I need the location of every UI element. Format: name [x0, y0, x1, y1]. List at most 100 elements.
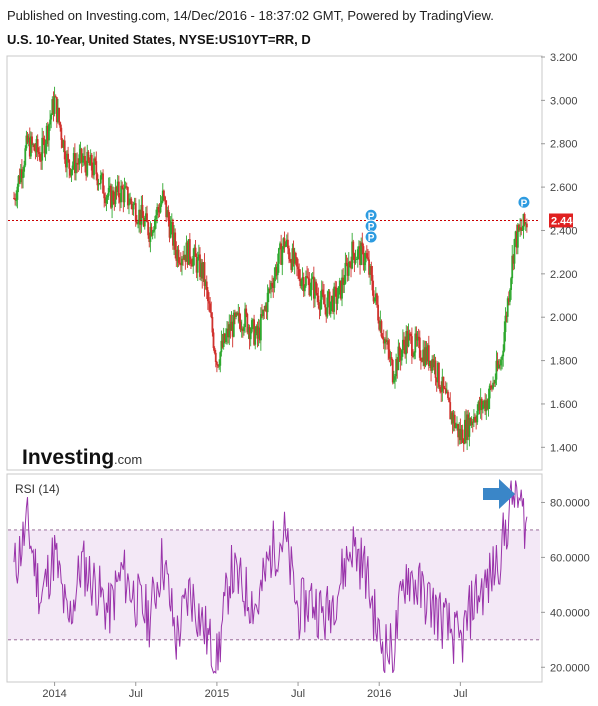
- p-marker[interactable]: P: [517, 195, 531, 209]
- candle-body: [480, 398, 483, 410]
- candle-body: [306, 276, 308, 278]
- candle-body: [289, 259, 292, 262]
- candle-body: [18, 175, 21, 183]
- candle-body: [229, 324, 232, 331]
- candle-body: [234, 312, 236, 318]
- candle-body: [63, 140, 66, 160]
- candle-body: [268, 288, 271, 290]
- candle-body: [522, 214, 525, 230]
- candle-body: [498, 364, 501, 366]
- candle-body: [414, 333, 417, 353]
- candle-body: [296, 257, 298, 267]
- candle-body: [39, 154, 41, 161]
- candle-body: [205, 281, 208, 291]
- candle-body: [132, 204, 135, 210]
- candle-body: [122, 188, 125, 203]
- candle-body: [307, 277, 310, 279]
- candle-body: [444, 388, 447, 394]
- candle-body: [354, 259, 357, 264]
- candle-body: [82, 156, 85, 161]
- candle-body: [317, 295, 320, 305]
- candle-body: [320, 289, 323, 300]
- candle-body: [512, 255, 515, 264]
- candle-body: [253, 319, 255, 345]
- candle-body: [176, 249, 179, 261]
- candle-body: [138, 209, 141, 224]
- candle-body: [431, 359, 434, 371]
- candle-body: [420, 357, 422, 361]
- candle-body: [259, 314, 262, 341]
- candle-body: [476, 410, 479, 423]
- candle-body: [394, 376, 396, 381]
- candle-body: [494, 379, 497, 384]
- candle-body: [86, 151, 89, 176]
- candlestick-series: [13, 86, 528, 452]
- candle-body: [503, 332, 506, 351]
- candle-body: [163, 190, 165, 197]
- candle-body: [416, 336, 419, 341]
- candle-body: [179, 262, 182, 266]
- candle-body: [78, 154, 81, 165]
- time-tick-label: Jul: [291, 688, 305, 700]
- candle-body: [496, 360, 499, 369]
- candle-body: [185, 242, 188, 262]
- candle-body: [239, 321, 242, 331]
- candle-body: [344, 262, 347, 284]
- candle-body: [237, 312, 240, 315]
- candle-body: [392, 380, 395, 383]
- candle-body: [223, 333, 226, 343]
- candle-body: [514, 231, 517, 240]
- candle-body: [378, 320, 381, 330]
- candle-body: [150, 226, 153, 236]
- candle-body: [95, 161, 98, 175]
- candle-body: [263, 309, 266, 311]
- candle-body: [364, 253, 367, 263]
- candle-body: [49, 119, 51, 125]
- candle-body: [413, 352, 416, 357]
- candle-body: [42, 137, 45, 140]
- investing-logo: Investing .com: [22, 446, 142, 469]
- candle-body: [361, 242, 364, 247]
- candle-body: [227, 328, 230, 338]
- candle-body: [330, 295, 333, 302]
- candle-body: [368, 259, 370, 275]
- candle-body: [335, 287, 338, 304]
- published-line: Published on Investing.com, 14/Dec/2016 …: [7, 8, 494, 23]
- candle-body: [221, 340, 224, 347]
- candle-body: [372, 290, 375, 302]
- candle-body: [26, 135, 29, 143]
- candle-body: [214, 352, 217, 363]
- last-price-badge: [549, 213, 573, 228]
- candle-body: [454, 425, 457, 428]
- candle-body: [299, 278, 302, 287]
- candle-body: [116, 181, 119, 192]
- candle-body: [60, 127, 63, 140]
- candle-body: [121, 185, 124, 189]
- candle-body: [376, 293, 378, 305]
- p-marker[interactable]: P: [364, 230, 378, 244]
- candle-body: [131, 203, 134, 210]
- candle-body: [347, 261, 350, 276]
- candle-body: [158, 209, 161, 213]
- candle-body: [479, 398, 482, 411]
- candle-body: [434, 360, 437, 378]
- candle-body: [518, 224, 520, 231]
- candle-body: [113, 201, 116, 205]
- candle-body: [126, 187, 129, 206]
- candle-body: [175, 249, 178, 261]
- candle-body: [105, 197, 108, 204]
- candle-body: [442, 376, 445, 389]
- candle-body: [294, 252, 297, 258]
- arrow-right-icon: [483, 479, 515, 509]
- candle-body: [410, 336, 413, 356]
- candle-body: [405, 331, 408, 355]
- candle-body: [429, 360, 431, 366]
- p-marker-label: P: [521, 198, 528, 209]
- candle-body: [48, 124, 50, 141]
- candle-body: [312, 276, 315, 299]
- candle-body: [264, 305, 267, 310]
- candle-body: [210, 312, 213, 317]
- candle-body: [215, 362, 218, 365]
- candle-body: [492, 382, 494, 389]
